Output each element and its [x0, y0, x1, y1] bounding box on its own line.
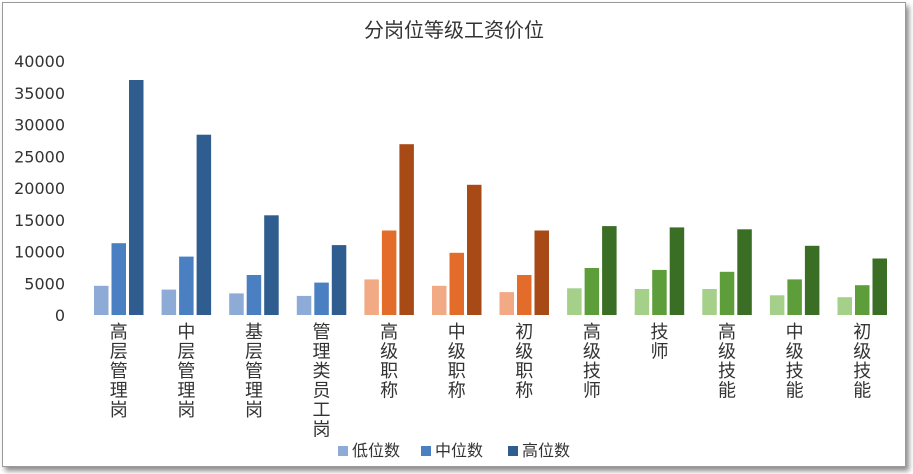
x-tick-label: 高级技师 — [583, 322, 601, 402]
bar-high — [129, 80, 144, 315]
bar-low — [161, 289, 177, 315]
bar-low — [229, 293, 244, 315]
legend-swatch — [421, 446, 431, 456]
x-tick-label: 中层管理岗 — [177, 322, 195, 421]
y-tick-label: 30000 — [14, 116, 65, 135]
bar-high — [602, 226, 617, 315]
x-tick-label: 初级技能 — [853, 322, 871, 402]
bar-high — [264, 215, 279, 315]
legend-swatch — [508, 446, 518, 456]
bar-low — [567, 288, 582, 315]
bar-high — [872, 258, 887, 315]
bar-low — [364, 279, 379, 315]
x-tick-label: 中级技能 — [786, 322, 804, 402]
x-tick-label: 管理类员工岗 — [313, 322, 331, 441]
x-tick-label: 基层管理岗 — [245, 322, 263, 421]
bar-mid — [111, 243, 126, 315]
bar-mid — [381, 230, 397, 315]
bar-mid — [652, 269, 667, 315]
bar-low — [702, 289, 717, 315]
y-tick-label: 10000 — [14, 243, 65, 262]
legend-label: 中位数 — [435, 441, 483, 460]
legend-swatch — [338, 446, 348, 456]
y-tick-label: 0 — [55, 306, 65, 325]
x-tick-label: 初级职称 — [515, 322, 533, 402]
bar-mid — [517, 275, 532, 315]
legend: 低位数 中位数 高位数 — [338, 441, 570, 460]
legend-label: 低位数 — [352, 441, 400, 460]
x-axis-labels: 高层管理岗 中层管理岗 基层管理岗 管理类员工岗 高级职称 中级职称 初级职称 高级技师 技师 高… — [110, 322, 871, 441]
chart-frame: 分岗位等级工资价位 0 5000 10000 15000 20000 25000 30000… — [2, 2, 906, 467]
bar-chart: 分岗位等级工资价位 0 5000 10000 15000 20000 25000 30000… — [14, 18, 887, 460]
bars — [94, 80, 887, 315]
y-tick-label: 25000 — [14, 147, 65, 166]
bar-mid — [787, 279, 802, 315]
bar-low — [432, 285, 447, 315]
bar-mid — [719, 271, 735, 315]
bar-high — [196, 134, 212, 315]
bar-mid — [179, 256, 194, 315]
bar-high — [737, 229, 752, 315]
bar-low — [634, 289, 650, 315]
bar-low — [499, 292, 514, 315]
x-tick-label: 高级职称 — [380, 322, 398, 402]
y-tick-label: 40000 — [14, 52, 65, 71]
chart-title: 分岗位等级工资价位 — [364, 18, 544, 42]
bar-mid — [449, 252, 464, 315]
bar-high — [331, 245, 347, 315]
legend-label: 高位数 — [522, 441, 570, 460]
bar-high — [534, 230, 549, 315]
bar-high — [399, 144, 414, 315]
bar-mid — [314, 282, 329, 315]
bar-mid — [246, 275, 262, 315]
bar-low — [837, 297, 852, 315]
bar-low — [296, 295, 312, 315]
bar-mid — [584, 268, 600, 315]
y-tick-label: 5000 — [24, 274, 65, 293]
y-tick-label: 15000 — [14, 211, 65, 230]
y-tick-label: 20000 — [14, 179, 65, 198]
x-tick-label: 技师 — [650, 322, 668, 363]
bar-low — [94, 285, 109, 315]
bar-low — [769, 295, 785, 315]
bar-high — [804, 245, 820, 315]
x-tick-label: 中级职称 — [448, 322, 466, 402]
x-tick-label: 高层管理岗 — [110, 322, 128, 421]
y-tick-label: 35000 — [14, 84, 65, 103]
y-axis: 0 5000 10000 15000 20000 25000 30000 35000 40000 — [14, 52, 65, 325]
bar-high — [669, 227, 685, 315]
bar-high — [467, 184, 482, 315]
bar-mid — [855, 285, 870, 315]
x-tick-label: 高级技能 — [718, 322, 736, 402]
